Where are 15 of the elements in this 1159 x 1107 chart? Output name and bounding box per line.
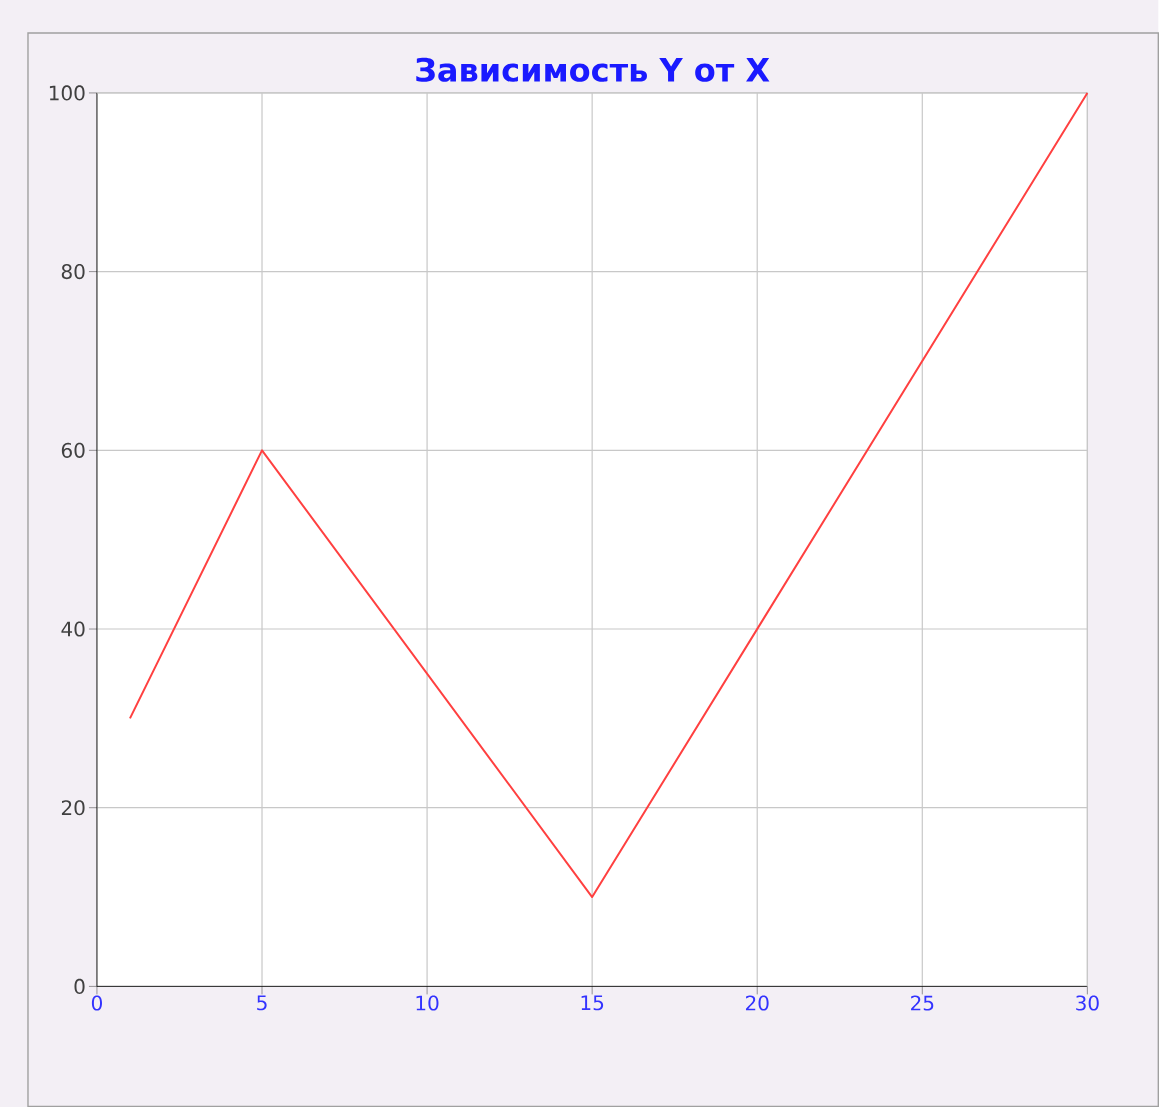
x-tick-label: 5 — [257, 995, 267, 1011]
line-series — [128, 91, 1089, 898]
x-tick-label: 15 — [581, 995, 604, 1011]
chart-title: Зависимость Y от X — [416, 57, 770, 82]
x-tick-label: 0 — [91, 995, 102, 1011]
y-tick-label: 80 — [61, 263, 85, 280]
y-tick-label: 60 — [61, 442, 85, 458]
x-tick-label: 10 — [416, 995, 439, 1011]
y-tick-label: 40 — [61, 621, 85, 637]
y-tick-label: 20 — [61, 799, 85, 816]
x-tick-label: 20 — [745, 995, 769, 1011]
y-tick-label: 0 — [74, 978, 85, 994]
x-tick-label: 30 — [1076, 995, 1099, 1011]
x-tick-label: 25 — [911, 995, 934, 1011]
y-tick-label: 100 — [49, 85, 85, 101]
